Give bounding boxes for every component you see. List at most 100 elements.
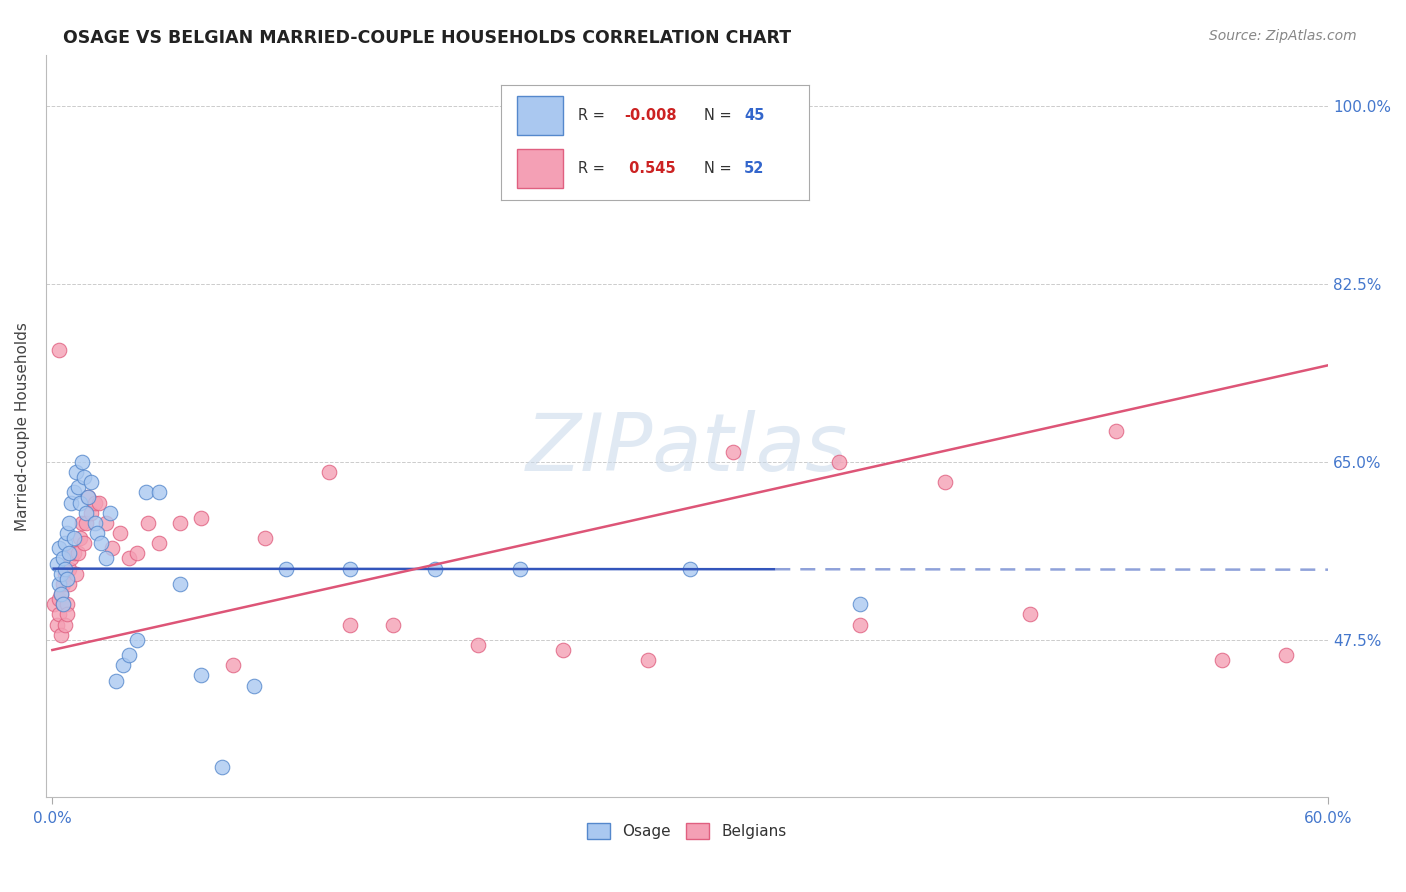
Point bbox=[56, 597, 79, 611]
Point bbox=[243, 679, 266, 693]
Point bbox=[79, 506, 101, 520]
Point bbox=[118, 551, 141, 566]
Point bbox=[66, 546, 89, 560]
Point bbox=[222, 658, 245, 673]
Point bbox=[65, 566, 87, 581]
Point bbox=[467, 638, 489, 652]
Text: OSAGE VS BELGIAN MARRIED-COUPLE HOUSEHOLDS CORRELATION CHART: OSAGE VS BELGIAN MARRIED-COUPLE HOUSEHOL… bbox=[63, 29, 792, 46]
Point bbox=[56, 572, 79, 586]
Point bbox=[49, 566, 72, 581]
Text: Source: ZipAtlas.com: Source: ZipAtlas.com bbox=[1209, 29, 1357, 43]
Point bbox=[339, 617, 361, 632]
Point bbox=[48, 541, 70, 556]
Point bbox=[83, 516, 105, 530]
Point bbox=[49, 587, 72, 601]
Point bbox=[423, 562, 446, 576]
Point bbox=[70, 455, 93, 469]
Point bbox=[49, 628, 72, 642]
Point bbox=[381, 617, 404, 632]
Point bbox=[44, 597, 66, 611]
Point bbox=[52, 551, 75, 566]
Y-axis label: Married-couple Households: Married-couple Households bbox=[15, 322, 30, 531]
Point bbox=[94, 551, 117, 566]
Point bbox=[53, 617, 76, 632]
Point bbox=[934, 475, 956, 490]
Point bbox=[79, 475, 101, 490]
Point bbox=[83, 495, 105, 509]
Point bbox=[551, 643, 574, 657]
Point bbox=[339, 562, 361, 576]
Point bbox=[276, 562, 298, 576]
Point bbox=[53, 536, 76, 550]
Point bbox=[721, 444, 744, 458]
Point bbox=[679, 562, 702, 576]
Point bbox=[211, 760, 233, 774]
Point bbox=[66, 480, 89, 494]
Point bbox=[65, 465, 87, 479]
Point bbox=[90, 536, 112, 550]
Point bbox=[86, 526, 108, 541]
Point bbox=[53, 562, 76, 576]
Point bbox=[1104, 425, 1126, 439]
Point bbox=[509, 562, 531, 576]
Point bbox=[77, 491, 100, 505]
Point bbox=[45, 617, 67, 632]
Point bbox=[52, 597, 75, 611]
Point bbox=[75, 506, 97, 520]
Point bbox=[53, 566, 76, 581]
Point bbox=[48, 577, 70, 591]
Point bbox=[49, 587, 72, 601]
Point bbox=[60, 495, 83, 509]
Point bbox=[52, 577, 75, 591]
Point bbox=[136, 516, 159, 530]
Point bbox=[45, 557, 67, 571]
Point bbox=[169, 577, 191, 591]
Point bbox=[48, 607, 70, 622]
Point bbox=[62, 546, 84, 560]
Point bbox=[58, 562, 80, 576]
Point bbox=[48, 343, 70, 357]
Point bbox=[1274, 648, 1296, 662]
Point bbox=[318, 465, 340, 479]
Point bbox=[110, 526, 132, 541]
Point bbox=[62, 485, 84, 500]
Point bbox=[60, 551, 83, 566]
Point bbox=[56, 526, 79, 541]
Point bbox=[69, 495, 91, 509]
Point bbox=[637, 653, 659, 667]
Point bbox=[56, 607, 79, 622]
Point bbox=[253, 531, 276, 545]
Point bbox=[89, 495, 111, 509]
Point bbox=[105, 673, 128, 688]
Point bbox=[62, 531, 84, 545]
Legend: Osage, Belgians: Osage, Belgians bbox=[581, 817, 793, 846]
Point bbox=[73, 536, 96, 550]
Point bbox=[70, 516, 93, 530]
Point bbox=[135, 485, 157, 500]
Point bbox=[69, 531, 91, 545]
Point bbox=[98, 506, 121, 520]
Point bbox=[111, 658, 134, 673]
Point bbox=[127, 546, 149, 560]
Point bbox=[1019, 607, 1042, 622]
Point bbox=[52, 597, 75, 611]
Point bbox=[75, 516, 97, 530]
Point bbox=[849, 617, 872, 632]
Point bbox=[58, 577, 80, 591]
Point bbox=[849, 597, 872, 611]
Point bbox=[73, 470, 96, 484]
Point bbox=[48, 592, 70, 607]
Text: ZIPatlas: ZIPatlas bbox=[526, 409, 848, 488]
Point bbox=[118, 648, 141, 662]
Point bbox=[148, 485, 170, 500]
Point bbox=[58, 516, 80, 530]
Point bbox=[77, 491, 100, 505]
Point bbox=[1211, 653, 1233, 667]
Point bbox=[94, 516, 117, 530]
Point bbox=[58, 546, 80, 560]
Point bbox=[190, 668, 212, 682]
Point bbox=[828, 455, 851, 469]
Point bbox=[127, 632, 149, 647]
Point bbox=[101, 541, 124, 556]
Point bbox=[169, 516, 191, 530]
